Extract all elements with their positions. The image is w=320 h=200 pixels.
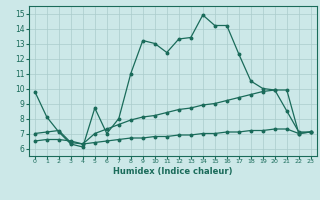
X-axis label: Humidex (Indice chaleur): Humidex (Indice chaleur) (113, 167, 233, 176)
